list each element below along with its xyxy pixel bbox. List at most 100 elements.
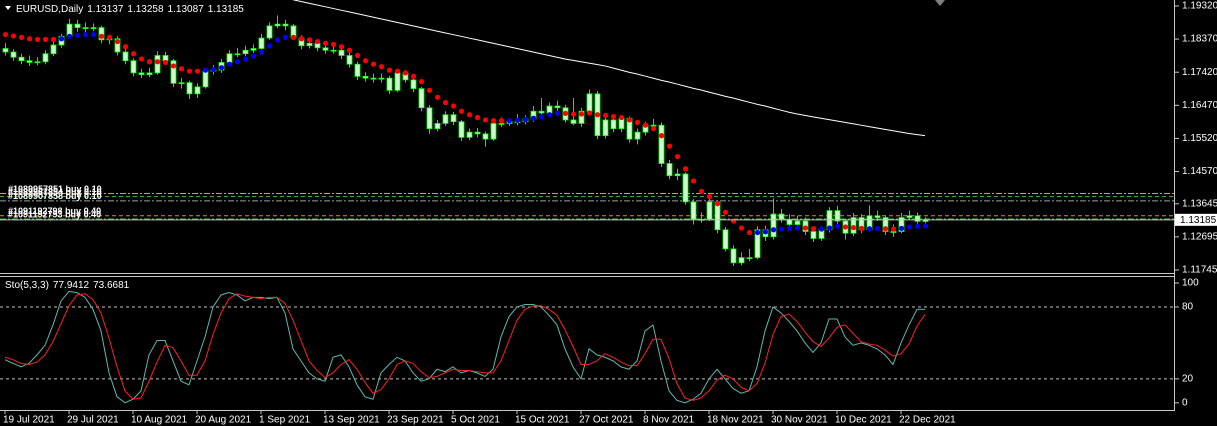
x-tick-label: 13 Sep 2021 (323, 415, 380, 426)
trend-dot (858, 225, 865, 231)
candle-body (650, 124, 657, 127)
trend-dot (10, 33, 17, 39)
candle-body (266, 25, 273, 39)
trend-dot (306, 37, 313, 43)
trend-dot (634, 119, 641, 126)
trend-dot (122, 44, 129, 50)
trend-dot (298, 36, 305, 42)
symbol-header: EURUSD,Daily 1.13137 1.13258 1.13087 1.13185 (16, 4, 244, 15)
candle-body (250, 48, 257, 51)
trend-dot (74, 32, 81, 38)
order-label: #1089957851 buy 0.10 (8, 184, 102, 194)
candle-body (242, 49, 249, 55)
x-tick-label: 5 Oct 2021 (451, 415, 500, 426)
trend-dot (602, 112, 609, 119)
y-tick-label: 1.17420 (1182, 67, 1217, 78)
order-label: #1089967854 buy 0.10 (8, 187, 102, 197)
candle-body (410, 79, 417, 89)
trend-dot (450, 103, 457, 109)
low: 1.13087 (168, 4, 205, 15)
order-label: #1091192798 buy 0.40 (8, 206, 101, 216)
trend-dot (378, 64, 385, 70)
candle-body (834, 210, 841, 222)
trend-dot (186, 68, 193, 74)
candle-body (346, 55, 353, 65)
candle-body (98, 27, 105, 41)
candle-body (586, 93, 593, 112)
trend-dot (106, 34, 113, 40)
trend-dot (418, 79, 425, 85)
candle-body (362, 75, 369, 79)
close: 1.13185 (208, 4, 245, 15)
high: 1.13258 (127, 4, 164, 15)
trend-dot (138, 56, 145, 62)
candle-body (74, 23, 81, 29)
candle-body (90, 27, 97, 30)
candle-body (42, 53, 49, 63)
trend-dot (394, 68, 401, 74)
trend-dot (746, 229, 753, 236)
candle-body (458, 121, 465, 138)
candle-body (274, 23, 281, 27)
trend-dot (522, 117, 529, 123)
trend-dot (154, 59, 161, 65)
trend-dot (434, 94, 441, 100)
trend-dot (762, 229, 769, 235)
trend-dot (818, 226, 825, 232)
open: 1.13137 (87, 4, 124, 15)
candle-body (786, 218, 793, 225)
candle-body (538, 110, 545, 114)
trend-dot (314, 38, 321, 45)
trend-dot (34, 36, 41, 43)
x-tick-label: 15 Oct 2021 (515, 415, 570, 426)
candle-body (778, 213, 785, 220)
y-tick-label: 1.15520 (1182, 133, 1217, 144)
candle-body (610, 119, 617, 130)
stochastic-line (4, 293, 926, 401)
candle-body (666, 163, 673, 177)
order-label: #1091192793 buy 0.40 (8, 209, 101, 219)
trend-dot (338, 44, 345, 50)
x-tick-label: 22 Dec 2021 (899, 415, 956, 426)
x-tick-label: 27 Oct 2021 (579, 415, 634, 426)
candle-body (466, 131, 473, 138)
candle-body (794, 220, 801, 225)
candle-body (482, 133, 489, 140)
trend-dot (674, 153, 681, 160)
candle-body (898, 217, 905, 232)
trend-dot (546, 112, 553, 118)
trend-dot (722, 209, 729, 215)
candle-body (306, 42, 313, 47)
candle-body (490, 123, 497, 140)
trend-dot (218, 65, 225, 71)
candle-body (378, 77, 385, 80)
candle-body (810, 231, 817, 239)
y-tick-label: 1.19320 (1182, 1, 1217, 12)
trend-dot (458, 108, 465, 114)
candle-body (178, 82, 185, 85)
trend-dot (58, 36, 65, 42)
x-tick-label: 10 Dec 2021 (835, 415, 892, 426)
trend-dot (170, 63, 177, 69)
trend-dot (626, 117, 633, 123)
main-value: 77.9412 (53, 280, 90, 291)
candle-body (2, 48, 9, 53)
trend-dot (2, 31, 9, 38)
trend-dot (98, 33, 105, 39)
candle-body (730, 248, 737, 264)
candle-body (122, 51, 129, 62)
indicator-title: Sto(5,3,3) (5, 280, 49, 291)
candle-body (706, 201, 713, 220)
trend-dot (754, 229, 761, 236)
trend-dot (258, 49, 265, 55)
trend-dot (786, 225, 793, 231)
trend-dot (770, 227, 777, 233)
candle-body (570, 119, 577, 124)
candle-body (882, 217, 889, 232)
candle-body (186, 82, 193, 95)
menu-arrow (5, 6, 11, 10)
trend-dot (274, 37, 281, 43)
x-tick-label: 10 Aug 2021 (131, 415, 188, 426)
trend-dot (466, 112, 473, 118)
